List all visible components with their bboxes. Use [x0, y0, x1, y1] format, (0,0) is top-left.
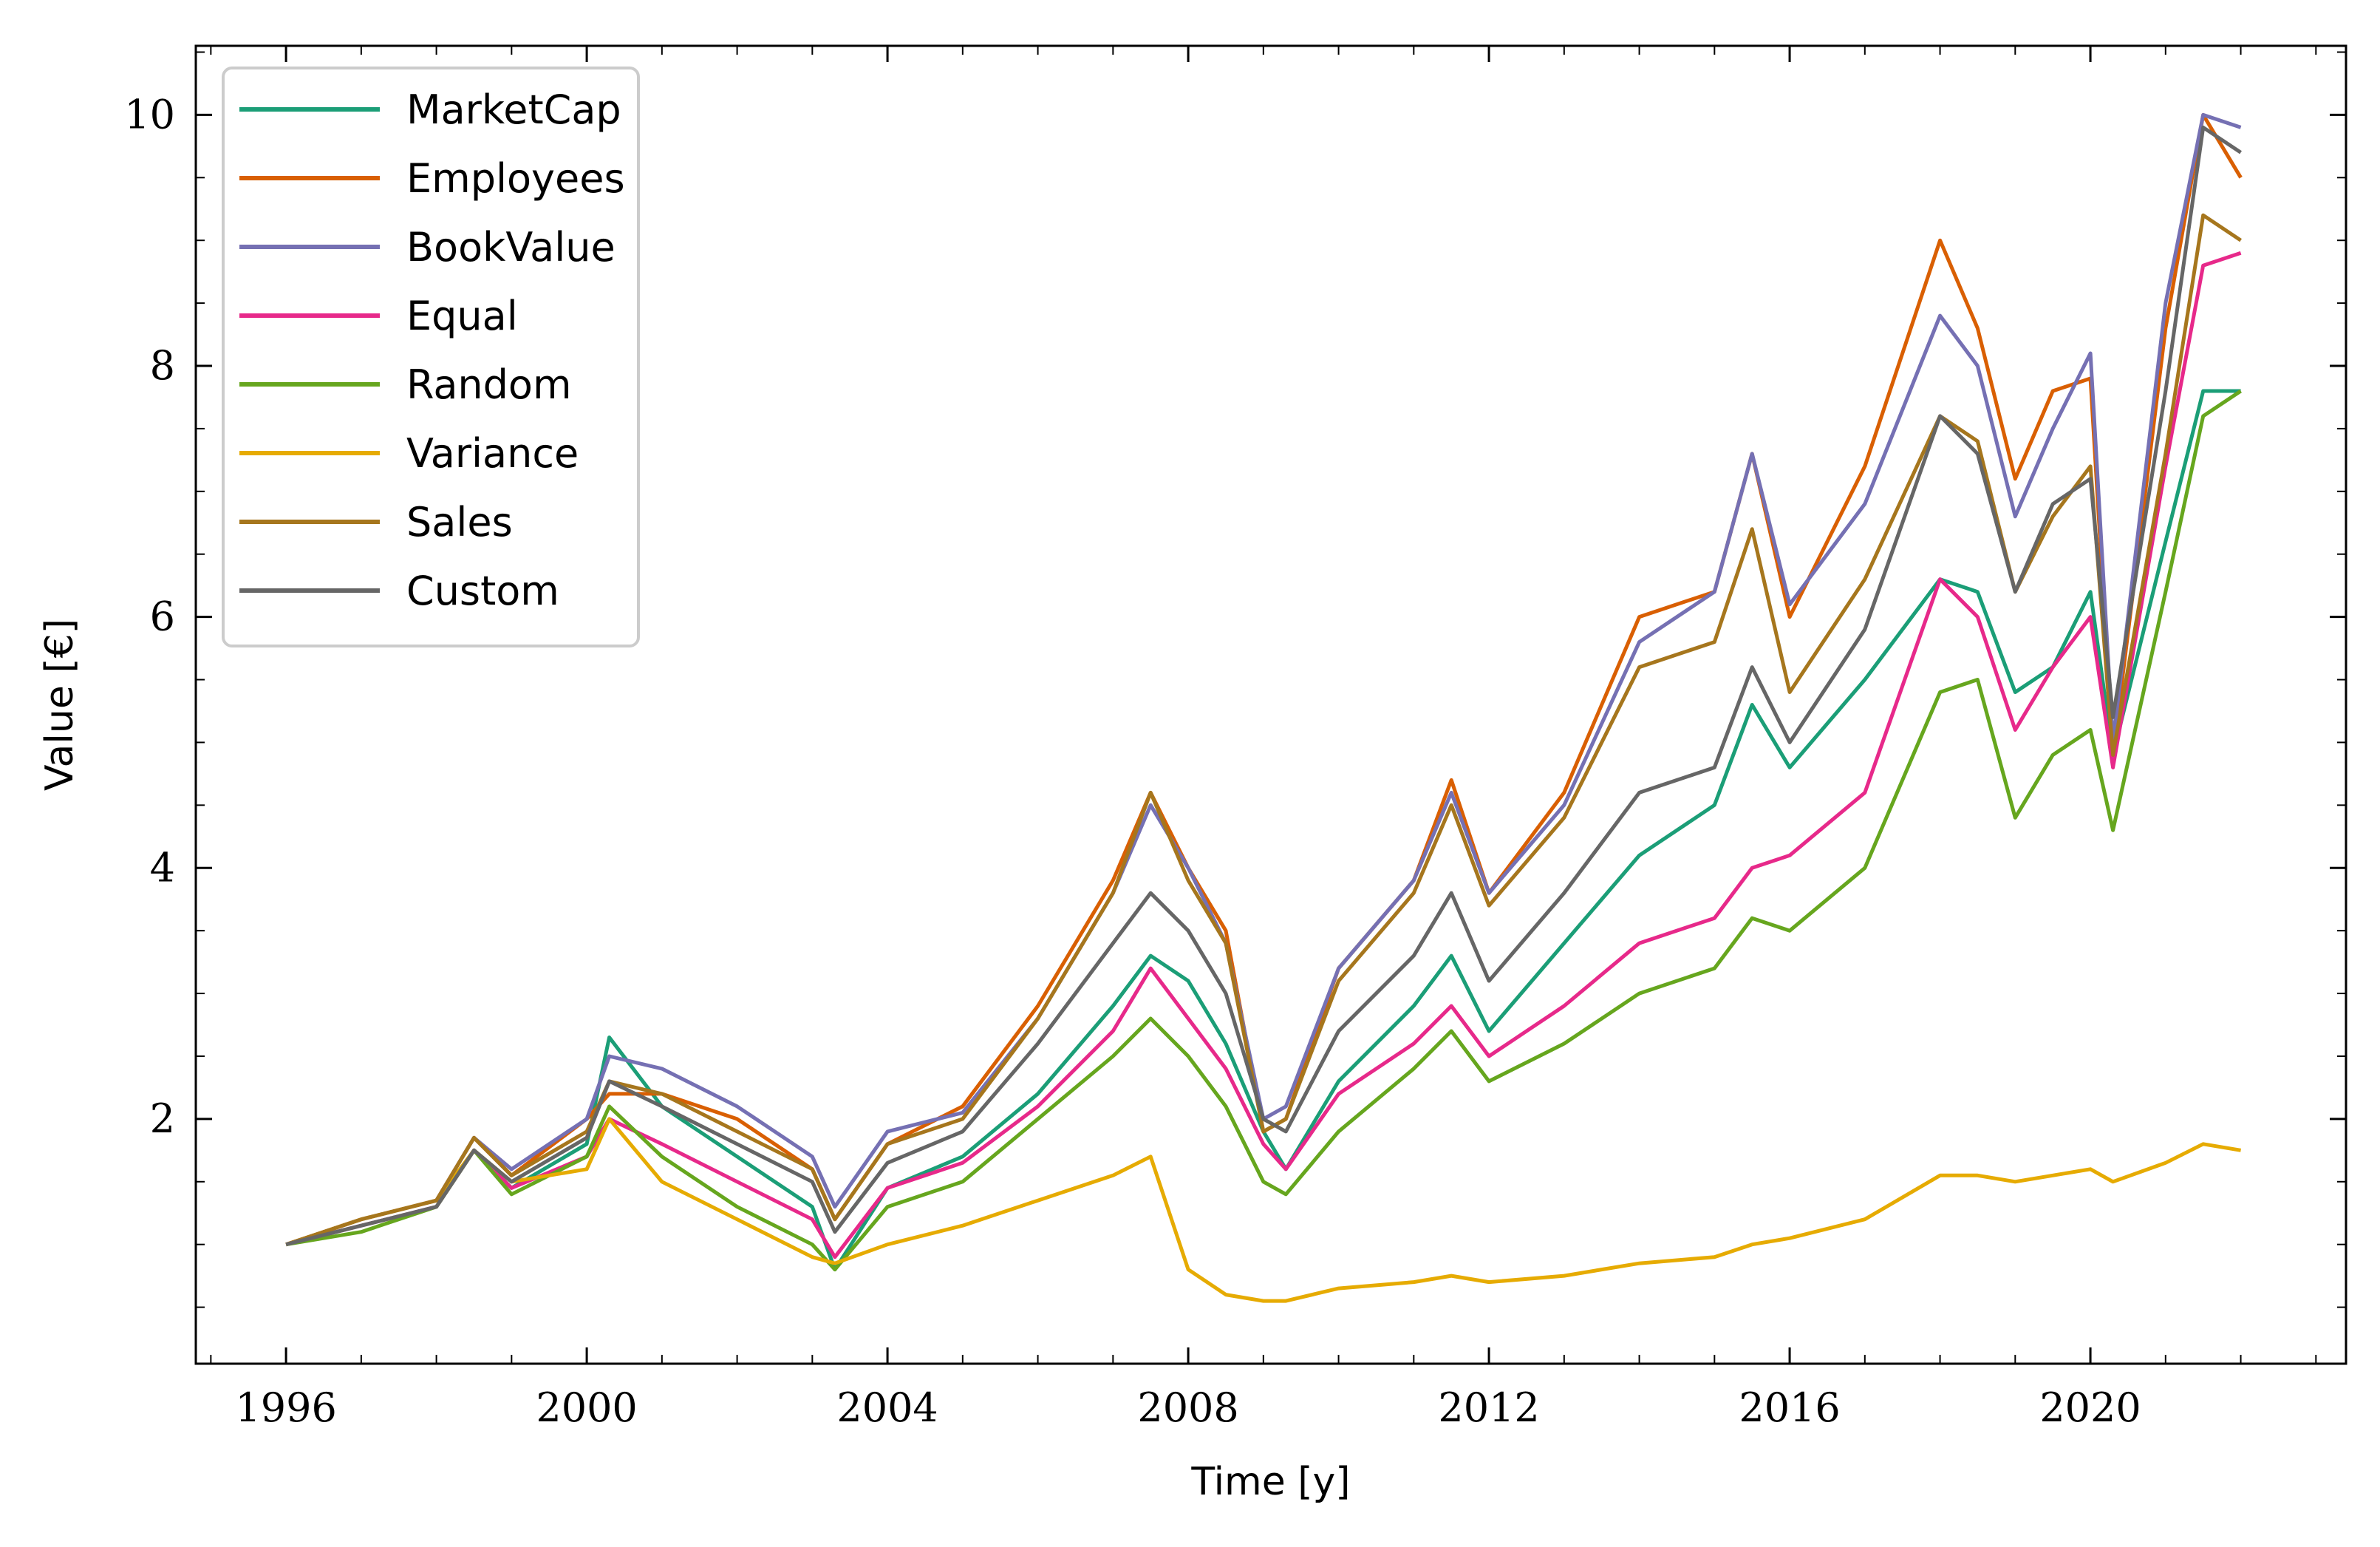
x-tick-label: 2016 — [1739, 1384, 1840, 1431]
tick-labels: 1996 2000 2004 2008 2012 2016 2020 2 4 6 8 10 — [124, 91, 2141, 1431]
legend: MarketCap Employees BookValue Equal Random Va… — [222, 67, 640, 647]
ticks — [196, 46, 2346, 1364]
y-tick-label: 2 — [150, 1095, 175, 1142]
legend-label-employees: Employees — [406, 155, 625, 202]
series-line-bookvalue — [285, 112, 2242, 1247]
x-tick-label: 2000 — [536, 1384, 637, 1431]
x-tick-label: 2008 — [1137, 1384, 1238, 1431]
y-tick-label: 4 — [150, 844, 175, 891]
x-axis-label: Time [y] — [1190, 1460, 1350, 1504]
y-tick-label: 6 — [150, 594, 175, 640]
series-lines — [285, 112, 2243, 1303]
x-tick-label: 1996 — [235, 1384, 336, 1431]
x-tick-label: 2012 — [1438, 1384, 1539, 1431]
legend-label-variance: Variance — [406, 430, 579, 477]
x-tick-label: 2004 — [836, 1384, 938, 1431]
legend-label-random: Random — [406, 361, 572, 408]
legend-label-marketcap: MarketCap — [406, 86, 621, 133]
plot-frame — [194, 44, 2347, 1365]
legend-label-equal: Equal — [406, 293, 518, 339]
series-line-equal — [285, 251, 2242, 1259]
series-line-variance — [285, 1117, 2242, 1303]
legend-label-custom: Custom — [406, 568, 559, 614]
legend-label-sales: Sales — [406, 499, 513, 545]
y-tick-label: 8 — [150, 342, 175, 389]
y-axis-label: Value [€] — [38, 619, 82, 791]
y-tick-label: 10 — [124, 91, 175, 137]
x-tick-label: 2020 — [2039, 1384, 2141, 1431]
legend-label-bookvalue: BookValue — [406, 224, 616, 271]
series-line-custom — [285, 125, 2242, 1247]
series-line-random — [285, 389, 2242, 1272]
legend-box — [222, 67, 640, 647]
